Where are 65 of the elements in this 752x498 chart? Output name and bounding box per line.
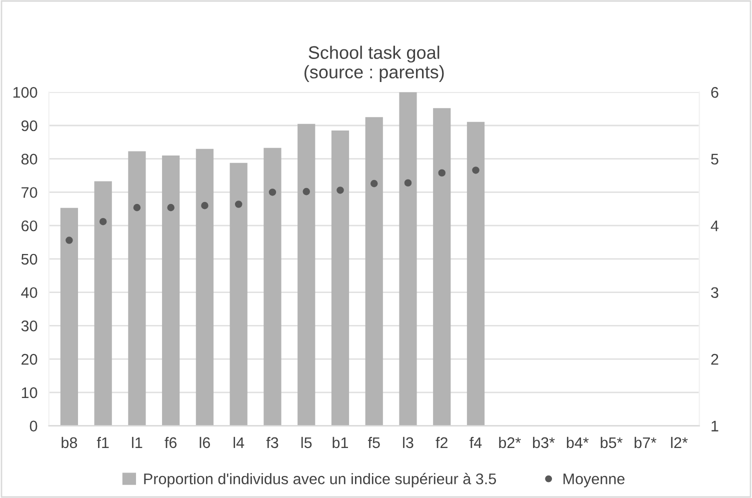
y-tick-label: 20 <box>22 354 38 365</box>
bar <box>433 108 451 426</box>
y2-tick-label: 5 <box>711 154 718 165</box>
y2-tick-label: 6 <box>711 87 718 98</box>
bar <box>365 117 383 426</box>
x-tick-label: b2* <box>499 436 521 448</box>
y-tick-label: 60 <box>22 220 38 232</box>
legend-label: Moyenne <box>564 474 624 488</box>
x-tick-label: b4* <box>566 436 589 448</box>
y-tick-label: 30 <box>21 320 38 332</box>
x-tick-label: b8 <box>62 436 78 448</box>
bar <box>94 181 112 426</box>
point <box>268 188 276 196</box>
point <box>472 166 480 174</box>
y-tick-label: 40 <box>21 287 38 298</box>
y-tick-label: 10 <box>22 387 38 398</box>
y-tick-label: 100 <box>13 87 38 98</box>
point <box>370 180 378 188</box>
bar <box>466 122 485 426</box>
bar <box>128 151 146 426</box>
bar <box>230 162 248 426</box>
bar <box>196 148 214 426</box>
x-tick-label: f3 <box>266 436 278 448</box>
point <box>133 204 141 212</box>
y2-tick-label: 3 <box>711 287 718 298</box>
x-tick-label: l5 <box>301 436 312 448</box>
bar <box>162 156 180 426</box>
point <box>302 188 310 196</box>
x-tick-label: b1 <box>332 436 348 448</box>
x-tick-label: f1 <box>96 436 109 448</box>
chart-title: School task goal (source : parents) <box>304 46 444 82</box>
x-tick-label: l1 <box>132 436 142 448</box>
bar <box>399 92 417 426</box>
point <box>404 179 412 187</box>
x-tick-label: b7* <box>634 436 656 448</box>
legend-label: Proportion d'individus avec un indice supérieur à 3.5 <box>144 472 496 488</box>
point <box>66 236 73 244</box>
point <box>336 186 344 194</box>
point <box>201 202 208 210</box>
x-tick-label: l3 <box>403 436 414 448</box>
point <box>438 169 446 177</box>
point <box>99 218 107 226</box>
y2-tick-label: 4 <box>710 220 719 232</box>
y-tick-label: 0 <box>30 420 38 432</box>
x-tick-label: f6 <box>164 436 177 448</box>
x-tick-label: l4 <box>234 436 244 448</box>
x-tick-label: b3* <box>533 436 555 448</box>
y-tick-label: 90 <box>21 120 38 132</box>
bar <box>331 130 350 426</box>
x-tick-label: b5* <box>600 436 623 448</box>
x-tick-label: f5 <box>368 436 380 448</box>
y-tick-label: 80 <box>21 154 38 165</box>
bar <box>298 124 316 426</box>
bar <box>264 148 282 426</box>
y-tick-label: 70 <box>22 187 38 198</box>
point <box>167 204 174 212</box>
x-tick-label: f2 <box>436 436 448 448</box>
y2-tick-label: 2 <box>711 354 718 365</box>
bar <box>60 208 78 426</box>
y2-tick-label: 1 <box>712 420 718 432</box>
x-tick-label: l6 <box>200 436 210 448</box>
x-tick-label: f4 <box>470 436 482 448</box>
x-tick-label: l2* <box>671 436 688 448</box>
y-tick-label: 50 <box>21 254 38 265</box>
point <box>234 200 242 208</box>
